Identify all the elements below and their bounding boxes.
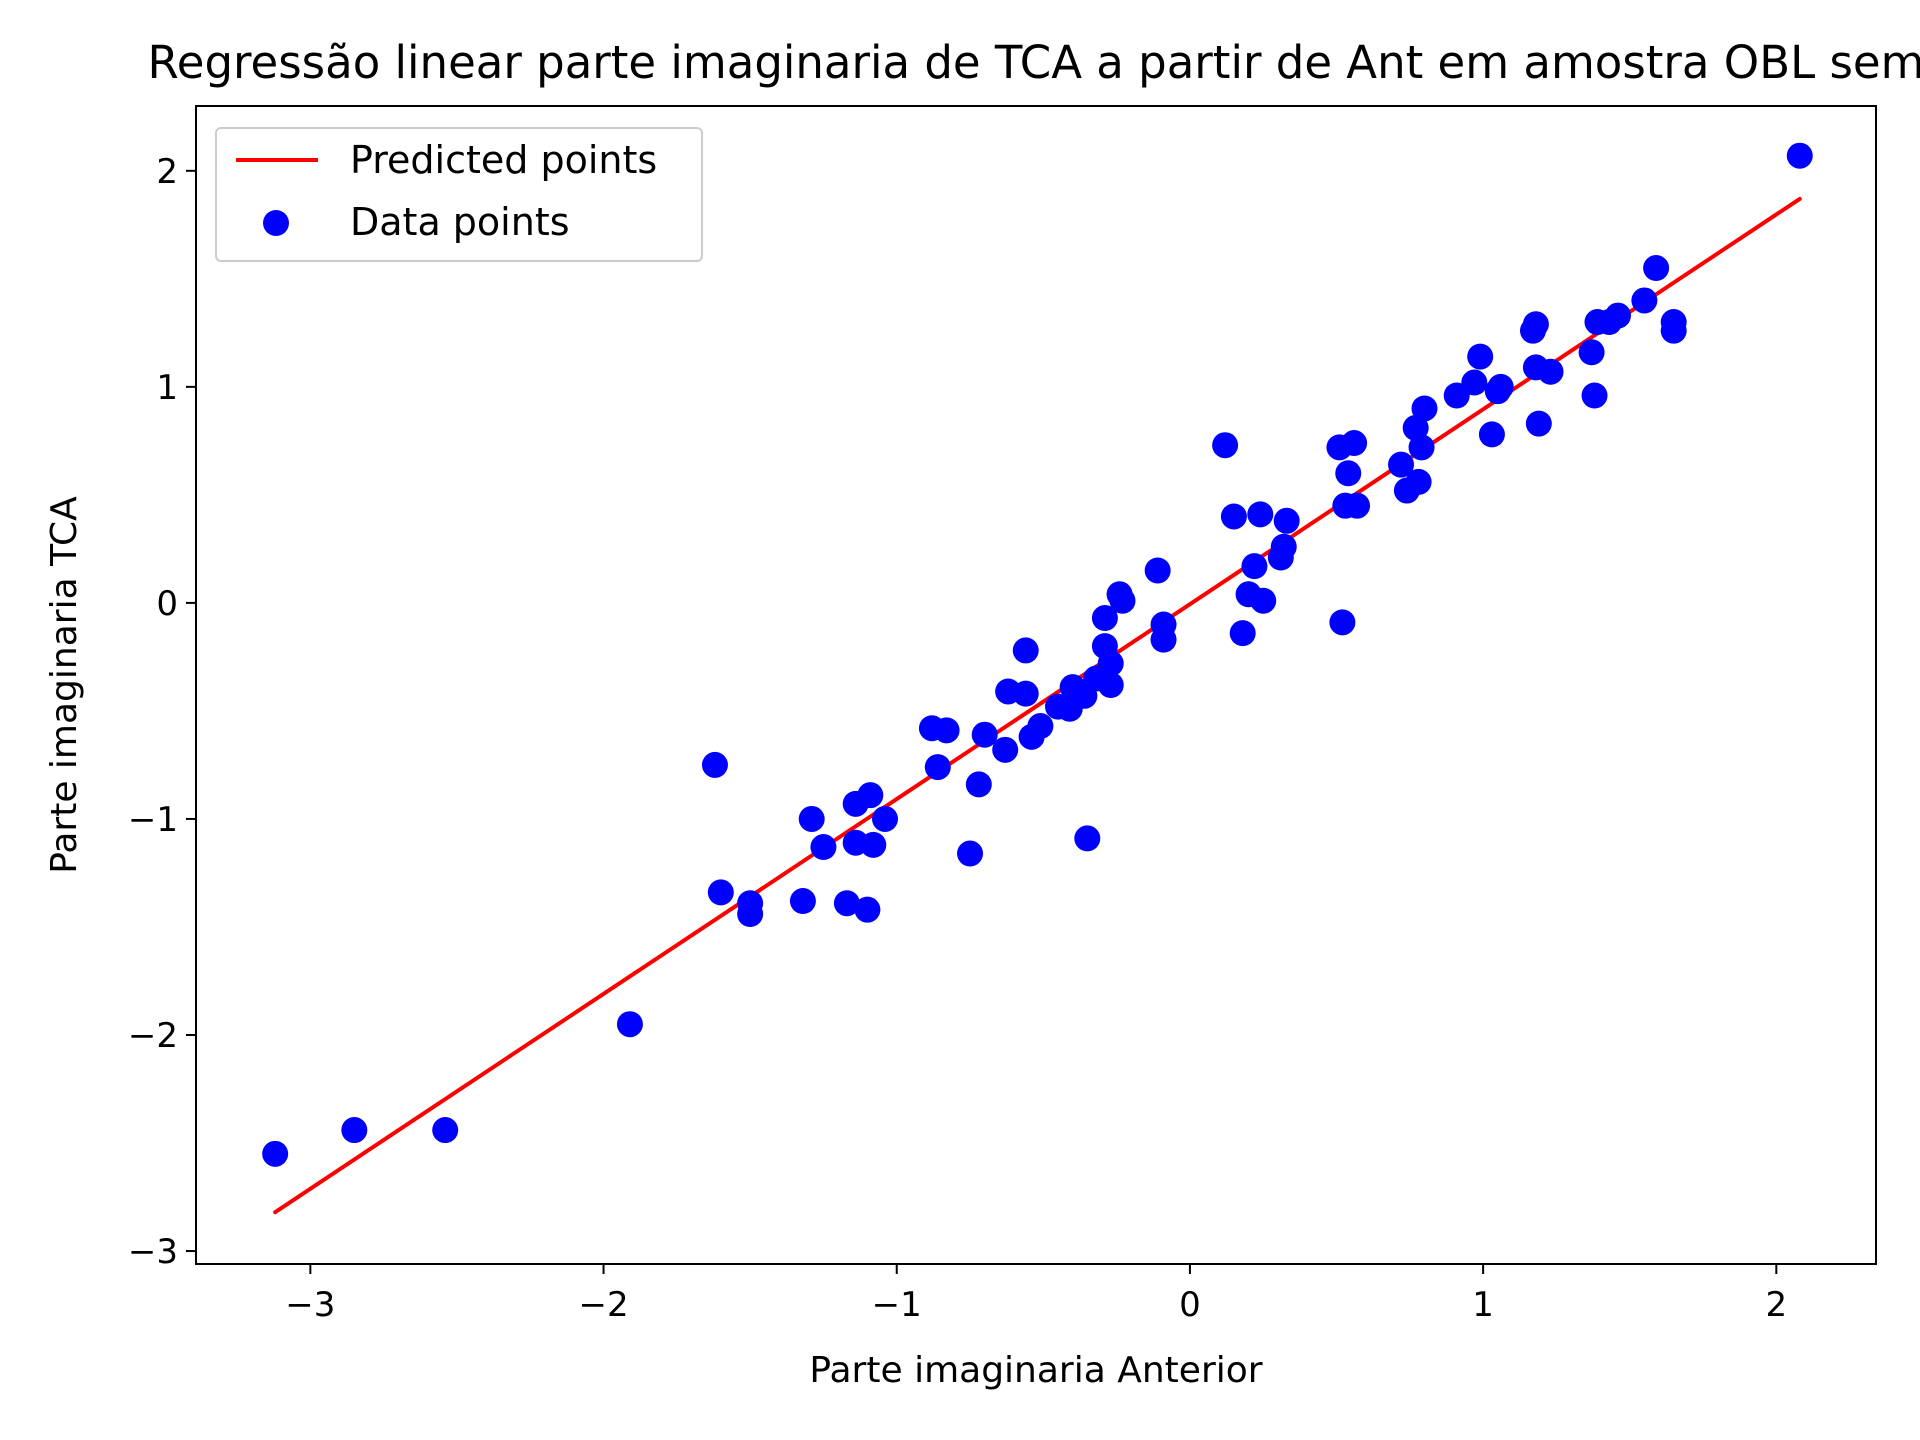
data-point: [1097, 650, 1124, 677]
data-point: [1270, 533, 1297, 560]
data-point: [1467, 343, 1494, 370]
series-layer: [262, 142, 1813, 1215]
legend: Predicted points Data points: [215, 127, 703, 262]
x-axis-label: Parte imaginaria Anterior: [809, 1350, 1262, 1391]
data-point: [924, 754, 951, 781]
data-point: [798, 805, 825, 832]
data-point: [1074, 825, 1101, 852]
data-point: [857, 782, 884, 809]
data-point: [1478, 421, 1505, 448]
data-point: [1250, 587, 1277, 614]
data-point: [1408, 434, 1435, 461]
data-point: [1537, 358, 1564, 385]
y-tick-label: 1: [156, 368, 178, 408]
y-tick-label: −1: [128, 800, 178, 840]
data-point: [1344, 492, 1371, 519]
legend-dot-swatch: [263, 210, 289, 236]
data-point: [1405, 468, 1432, 495]
data-point: [616, 1011, 643, 1038]
data-point: [1241, 553, 1268, 580]
data-point: [1411, 395, 1438, 422]
data-point: [957, 840, 984, 867]
data-point: [933, 717, 960, 744]
data-point: [1461, 369, 1488, 396]
data-point: [1012, 637, 1039, 664]
data-point: [1144, 557, 1171, 584]
data-point: [971, 721, 998, 748]
chart-title: Regressão linear parte imaginaria de TCA…: [148, 36, 1920, 89]
data-point: [1522, 311, 1549, 338]
data-point: [965, 771, 992, 798]
plot-area: [196, 106, 1876, 1264]
y-tick-label: 0: [156, 584, 178, 624]
data-point: [833, 890, 860, 917]
data-point: [1578, 339, 1605, 366]
data-point: [1643, 255, 1670, 282]
data-point: [1109, 587, 1136, 614]
data-point: [737, 901, 764, 928]
axis-ticks: −3 −2 −1 0 1 2 −3 −2 −1 0 1 2: [128, 152, 1787, 1325]
data-point: [1487, 373, 1514, 400]
data-point: [1229, 620, 1256, 647]
x-tick-label: 0: [1179, 1285, 1201, 1325]
data-point: [1150, 626, 1177, 653]
data-point: [262, 1140, 289, 1167]
x-tick-label: 2: [1765, 1285, 1787, 1325]
data-point: [1581, 382, 1608, 409]
data-point: [707, 879, 734, 906]
data-point: [1388, 451, 1415, 478]
data-point: [1329, 609, 1356, 636]
data-point: [860, 831, 887, 858]
data-point: [1341, 430, 1368, 457]
legend-box: [215, 127, 703, 262]
data-point: [1091, 605, 1118, 632]
data-point: [1660, 309, 1687, 336]
data-point: [1525, 410, 1552, 437]
y-tick-label: −3: [128, 1232, 178, 1272]
data-point: [1097, 672, 1124, 698]
data-point: [1604, 302, 1631, 329]
data-point: [701, 751, 728, 778]
plot-frame: [195, 105, 1877, 1265]
y-tick-label: 2: [156, 152, 178, 192]
x-tick-label: −2: [578, 1285, 628, 1325]
data-point: [1335, 460, 1362, 487]
x-tick-label: −1: [872, 1285, 922, 1325]
data-point: [1027, 713, 1054, 740]
data-point: [341, 1117, 368, 1144]
x-tick-label: −3: [285, 1285, 335, 1325]
data-point: [1212, 432, 1239, 459]
data-point: [1012, 680, 1039, 707]
data-point: [872, 805, 899, 832]
y-axis-label: Parte imaginaria TCA: [44, 496, 85, 874]
data-point: [854, 896, 881, 923]
data-point: [1220, 503, 1247, 530]
y-tick-label: −2: [128, 1016, 178, 1056]
legend-label-data: Data points: [350, 200, 570, 244]
data-point: [432, 1117, 459, 1144]
x-tick-label: 1: [1472, 1285, 1494, 1325]
data-point: [1631, 287, 1658, 314]
data-point: [1273, 507, 1300, 534]
data-point: [1247, 501, 1274, 528]
data-point: [992, 736, 1019, 763]
data-point: [1786, 142, 1813, 169]
data-point: [789, 888, 816, 915]
legend-label-predicted: Predicted points: [350, 138, 657, 182]
data-point: [810, 834, 837, 861]
